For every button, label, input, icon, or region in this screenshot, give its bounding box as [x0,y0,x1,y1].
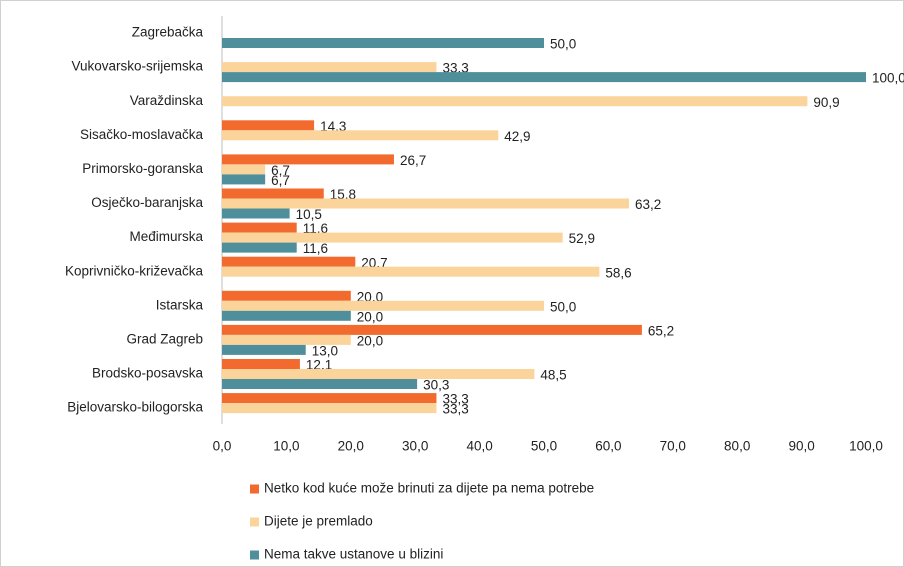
value-label: 20,0 [357,309,383,324]
category-label: Zagrebačka [132,25,204,40]
bar [222,208,290,219]
x-tick-label: 70,0 [660,439,686,454]
value-label: 33,3 [442,402,468,417]
value-label: 100,0 [872,71,904,86]
value-label: 13,0 [312,343,338,358]
bar [222,242,297,253]
value-label: 50,0 [550,37,576,52]
value-label: 12,1 [306,358,332,373]
bar [222,120,315,131]
legend-swatch [250,517,259,527]
x-tick-label: 20,0 [338,439,364,454]
value-label: 6,7 [271,173,290,188]
x-tick-label: 0,0 [213,439,232,454]
bar [222,38,544,48]
bar [222,359,300,369]
value-label: 20,7 [361,255,387,270]
value-label: 52,9 [569,231,595,246]
category-label: Grad Zagreb [126,331,203,346]
value-label: 20,0 [357,289,383,304]
legend-label: Dijete je premlado [264,514,373,529]
value-label: 20,0 [357,333,383,348]
bar [222,369,535,379]
bar [222,393,437,404]
value-label: 11,6 [303,241,328,256]
category-label: Varaždinska [130,93,204,108]
category-label: Koprivničko-križevačka [65,263,204,278]
value-label: 6,7 [271,163,290,178]
value-label: 14,3 [320,119,346,134]
bar [222,174,266,185]
x-tick-label: 80,0 [724,439,750,454]
bar [222,256,356,267]
value-label: 11,6 [303,221,328,236]
category-label: Međimurska [129,229,203,244]
x-tick-label: 90,0 [788,439,814,454]
bar [222,222,297,233]
bar [222,130,499,141]
bar [222,344,306,355]
bar [222,379,418,389]
category-label: Bjelovarsko-bilogorska [67,400,203,415]
value-label: 48,5 [540,368,566,383]
value-label: 30,3 [423,378,449,393]
x-tick-label: 30,0 [402,439,428,454]
category-label: Vukovarsko-srijemska [71,59,203,74]
bar [222,96,808,107]
bar [222,188,324,199]
x-tick-label: 10,0 [273,439,299,454]
category-label: Istarska [156,297,204,312]
x-tick-label: 100,0 [849,439,883,454]
bar [222,300,544,311]
category-label: Osječko-baranjska [91,195,203,210]
bar [222,290,351,301]
category-label: Sisačko-moslavačka [80,127,204,142]
legend-label: Netko kod kuće može brinuti za dijete pa… [264,481,594,496]
value-label: 26,7 [400,153,426,168]
value-label: 63,2 [635,197,661,212]
x-tick-label: 50,0 [531,439,557,454]
bar [222,310,351,321]
value-label: 58,6 [605,265,631,280]
x-tick-label: 40,0 [466,439,492,454]
value-label: 33,3 [442,61,468,76]
legend-label: Nema takve ustanove u blizini [264,547,443,562]
bar [222,403,437,414]
value-label: 15,8 [330,187,356,202]
bar [222,154,394,165]
bar [222,198,630,209]
x-tick-label: 60,0 [595,439,621,454]
bar [222,62,437,73]
bar [222,164,266,175]
legend-swatch [250,484,259,494]
value-label: 33,3 [442,392,468,407]
category-label: Brodsko-posavska [92,366,204,381]
bar [222,72,866,83]
legend-swatch [250,550,259,560]
category-label: Primorsko-goranska [82,161,203,176]
bar [222,324,642,335]
value-label: 90,9 [813,95,839,110]
value-label: 50,0 [550,299,576,314]
bar [222,232,563,243]
value-label: 42,9 [504,129,530,144]
bar [222,334,351,345]
bar [222,266,600,277]
value-label: 65,2 [648,323,674,338]
value-label: 10,5 [296,207,322,222]
